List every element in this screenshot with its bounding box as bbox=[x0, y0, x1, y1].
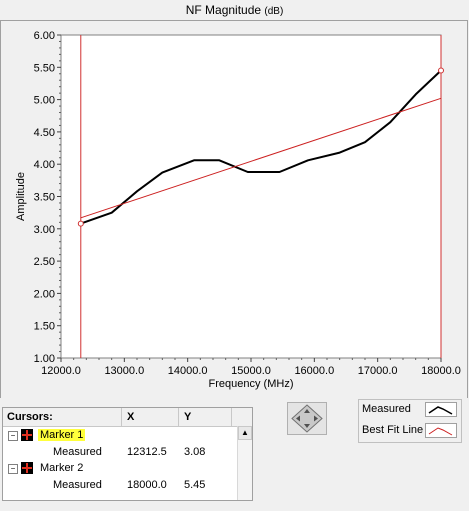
legend-swatch-measured[interactable] bbox=[425, 402, 457, 417]
y-tick-label: 6.00 bbox=[34, 30, 55, 42]
chart-title-text: NF Magnitude bbox=[185, 3, 262, 17]
plot-legend[interactable]: Measured Best Fit Line bbox=[358, 399, 462, 443]
cursor-header-name: Cursors: bbox=[7, 411, 53, 423]
marker-1-y-value[interactable]: 3.08 bbox=[184, 446, 206, 458]
cursor-row-marker-1-measured[interactable]: Measured 12312.5 3.08 bbox=[3, 444, 237, 460]
cursor-row-marker-2[interactable]: − Marker 2 bbox=[3, 460, 237, 476]
marker-1-sub-label: Measured bbox=[53, 446, 102, 458]
nf-magnitude-chart[interactable]: 1.00 1.50 2.00 2.50 3.00 3.50 4.00 4.50 5.00 5.50… bbox=[0, 0, 469, 400]
cursor-marker-icon bbox=[21, 462, 33, 474]
x-axis-label: Frequency (MHz) bbox=[209, 378, 294, 390]
x-tick-label: 13000.0 bbox=[104, 365, 144, 377]
diamond-arrows-icon bbox=[291, 404, 323, 433]
column-divider[interactable] bbox=[231, 408, 232, 426]
cursor-point[interactable] bbox=[77, 220, 84, 227]
cursor-header-y: Y bbox=[184, 411, 192, 423]
y-tick-label: 5.50 bbox=[34, 62, 55, 74]
x-tick-label: 16000.0 bbox=[294, 365, 334, 377]
marker-1-label[interactable]: Marker 1 bbox=[38, 429, 86, 441]
y-tick-label: 1.50 bbox=[34, 321, 55, 333]
legend-label-best-fit: Best Fit Line bbox=[362, 424, 424, 436]
y-tick-label: 2.00 bbox=[34, 288, 55, 300]
cursor-row-marker-2-measured[interactable]: Measured 18000.0 5.45 bbox=[3, 477, 237, 493]
y-tick-label: 3.00 bbox=[34, 224, 55, 236]
series-line-best-fit[interactable] bbox=[80, 97, 442, 219]
series-line-measured[interactable] bbox=[80, 69, 442, 225]
legend-swatch-best-fit[interactable] bbox=[425, 423, 457, 438]
cursor-move-button[interactable] bbox=[287, 402, 327, 435]
y-axis-label: Amplitude bbox=[15, 172, 27, 221]
plot-area[interactable] bbox=[60, 34, 442, 359]
marker-2-sub-label: Measured bbox=[53, 479, 102, 491]
collapse-icon[interactable]: − bbox=[8, 431, 18, 441]
chart-title-unit: (dB) bbox=[264, 6, 284, 17]
cursor-table-header: Cursors: X Y bbox=[3, 408, 252, 427]
y-tick-label: 4.00 bbox=[34, 159, 55, 171]
chart-title: NF Magnitude (dB) bbox=[0, 3, 469, 17]
cursor-table[interactable]: Cursors: X Y ▲ − Marker 1 Measured 12312… bbox=[2, 407, 253, 501]
collapse-icon[interactable]: − bbox=[8, 464, 18, 474]
marker-1-x-value[interactable]: 12312.5 bbox=[127, 446, 167, 458]
y-tick-label: 5.00 bbox=[34, 95, 55, 107]
cursor-table-scrollbar[interactable]: ▲ bbox=[237, 426, 252, 500]
scroll-up-arrow-icon[interactable]: ▲ bbox=[238, 426, 252, 440]
x-tick-label: 12000.0 bbox=[41, 365, 81, 377]
cursor-point[interactable] bbox=[438, 67, 444, 74]
y-tick-label: 2.50 bbox=[34, 256, 55, 268]
cursor-marker-icon bbox=[21, 429, 33, 441]
legend-item-measured[interactable]: Measured bbox=[359, 400, 461, 420]
y-tick-label: 3.50 bbox=[34, 192, 55, 204]
legend-label-measured: Measured bbox=[362, 403, 411, 415]
y-tick-label: 4.50 bbox=[34, 127, 55, 139]
x-tick-label: 15000.0 bbox=[231, 365, 271, 377]
x-tick-label: 14000.0 bbox=[168, 365, 208, 377]
marker-2-x-value[interactable]: 18000.0 bbox=[127, 479, 167, 491]
cursor-row-marker-1[interactable]: − Marker 1 bbox=[3, 427, 237, 443]
marker-2-label[interactable]: Marker 2 bbox=[40, 462, 84, 474]
x-tick-label: 17000.0 bbox=[358, 365, 398, 377]
column-divider[interactable] bbox=[121, 408, 122, 426]
cursor-header-x: X bbox=[127, 411, 135, 423]
legend-item-best-fit[interactable]: Best Fit Line bbox=[359, 421, 461, 441]
marker-2-y-value[interactable]: 5.45 bbox=[184, 479, 206, 491]
column-divider[interactable] bbox=[178, 408, 179, 426]
x-tick-label: 18000.0 bbox=[421, 365, 461, 377]
y-tick-label: 1.00 bbox=[34, 353, 55, 365]
